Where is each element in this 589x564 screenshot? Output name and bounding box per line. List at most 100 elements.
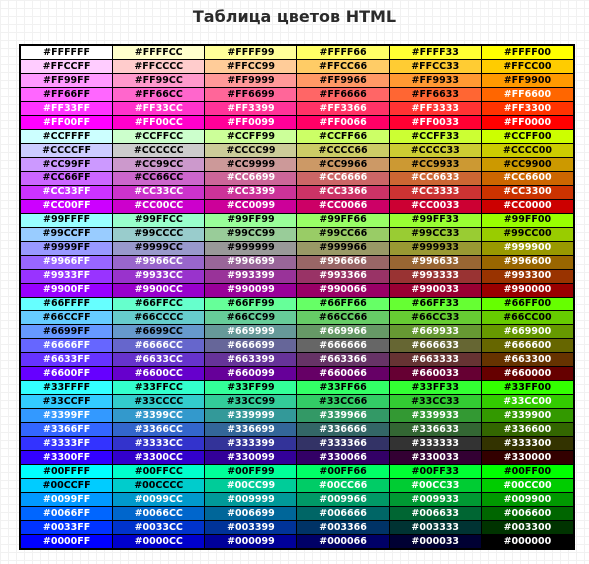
color-swatch: #FF00FF bbox=[21, 115, 113, 129]
color-swatch: #9900CC bbox=[113, 283, 205, 297]
color-swatch: #00FFCC bbox=[113, 465, 205, 479]
color-swatch: #33FF66 bbox=[297, 381, 389, 395]
color-swatch: #336600 bbox=[481, 423, 573, 437]
color-swatch: #009999 bbox=[205, 493, 297, 507]
color-swatch: #660033 bbox=[389, 367, 481, 381]
color-swatch: #33FF99 bbox=[205, 381, 297, 395]
color-swatch: #6699CC bbox=[113, 325, 205, 339]
color-swatch: #FF0000 bbox=[481, 115, 573, 129]
color-swatch: #FFCCFF bbox=[21, 59, 113, 73]
color-swatch: #FFFFFF bbox=[21, 46, 113, 59]
color-swatch: #FF9900 bbox=[481, 73, 573, 87]
color-swatch: #003333 bbox=[389, 521, 481, 535]
color-swatch: #33CC33 bbox=[389, 395, 481, 409]
color-swatch: #FF9933 bbox=[389, 73, 481, 87]
color-swatch: #0033FF bbox=[21, 521, 113, 535]
color-swatch: #3399CC bbox=[113, 409, 205, 423]
color-swatch: #FF0066 bbox=[297, 115, 389, 129]
color-swatch: #000099 bbox=[205, 535, 297, 548]
color-swatch: #CCCCCC bbox=[113, 143, 205, 157]
color-swatch: #0066CC bbox=[113, 507, 205, 521]
color-swatch: #336666 bbox=[297, 423, 389, 437]
color-swatch: #99FF66 bbox=[297, 213, 389, 227]
color-swatch: #CC6699 bbox=[205, 171, 297, 185]
color-swatch: #666633 bbox=[389, 339, 481, 353]
color-swatch: #660000 bbox=[481, 367, 573, 381]
color-swatch: #CC0099 bbox=[205, 199, 297, 213]
color-swatch: #CCCC99 bbox=[205, 143, 297, 157]
color-swatch: #33CC66 bbox=[297, 395, 389, 409]
color-swatch: #663366 bbox=[297, 353, 389, 367]
color-swatch: #9966CC bbox=[113, 255, 205, 269]
color-swatch: #66CC00 bbox=[481, 311, 573, 325]
color-swatch: #99FFCC bbox=[113, 213, 205, 227]
color-swatch: #6699FF bbox=[21, 325, 113, 339]
color-swatch: #66CC66 bbox=[297, 311, 389, 325]
color-swatch: #99FFFF bbox=[21, 213, 113, 227]
color-swatch: #00FF33 bbox=[389, 465, 481, 479]
color-swatch: #660099 bbox=[205, 367, 297, 381]
color-swatch: #003399 bbox=[205, 521, 297, 535]
color-swatch: #00FF00 bbox=[481, 465, 573, 479]
color-swatch: #009966 bbox=[297, 493, 389, 507]
color-swatch: #333333 bbox=[389, 437, 481, 451]
color-swatch: #33FFCC bbox=[113, 381, 205, 395]
color-swatch: #3366FF bbox=[21, 423, 113, 437]
color-swatch: #990099 bbox=[205, 283, 297, 297]
color-swatch: #CC9966 bbox=[297, 157, 389, 171]
color-swatch: #3300FF bbox=[21, 451, 113, 465]
color-swatch: #000000 bbox=[481, 535, 573, 548]
color-swatch: #006600 bbox=[481, 507, 573, 521]
color-swatch: #FFCCCC bbox=[113, 59, 205, 73]
color-swatch: #CC0066 bbox=[297, 199, 389, 213]
color-swatch: #66CC33 bbox=[389, 311, 481, 325]
color-swatch: #66FFCC bbox=[113, 297, 205, 311]
color-swatch: #669966 bbox=[297, 325, 389, 339]
color-swatch: #663399 bbox=[205, 353, 297, 367]
color-swatch: #333399 bbox=[205, 437, 297, 451]
color-swatch: #99CC00 bbox=[481, 227, 573, 241]
color-swatch: #663300 bbox=[481, 353, 573, 367]
color-swatch: #0000FF bbox=[21, 535, 113, 548]
color-swatch: #CC0000 bbox=[481, 199, 573, 213]
color-swatch: #FFFF99 bbox=[205, 46, 297, 59]
color-swatch: #99CCFF bbox=[21, 227, 113, 241]
color-swatch: #00CC00 bbox=[481, 479, 573, 493]
color-swatch: #66CCCC bbox=[113, 311, 205, 325]
color-swatch: #33CC00 bbox=[481, 395, 573, 409]
color-swatch: #33FFFF bbox=[21, 381, 113, 395]
color-swatch: #999999 bbox=[205, 241, 297, 255]
color-swatch: #FF6666 bbox=[297, 87, 389, 101]
color-swatch: #FFCC66 bbox=[297, 59, 389, 73]
color-swatch: #006666 bbox=[297, 507, 389, 521]
color-swatch: #CCFF99 bbox=[205, 129, 297, 143]
color-swatch: #3300CC bbox=[113, 451, 205, 465]
color-swatch: #CC3399 bbox=[205, 185, 297, 199]
color-swatch: #99FF00 bbox=[481, 213, 573, 227]
color-swatch: #33CCCC bbox=[113, 395, 205, 409]
color-swatch: #CC6633 bbox=[389, 171, 481, 185]
color-swatch: #FFCC00 bbox=[481, 59, 573, 73]
color-swatch: #9999CC bbox=[113, 241, 205, 255]
color-swatch: #666600 bbox=[481, 339, 573, 353]
color-swatch: #6666FF bbox=[21, 339, 113, 353]
color-swatch: #CC3300 bbox=[481, 185, 573, 199]
color-swatch: #CC66FF bbox=[21, 171, 113, 185]
color-swatch: #FF00CC bbox=[113, 115, 205, 129]
color-swatch: #339966 bbox=[297, 409, 389, 423]
color-swatch: #6666CC bbox=[113, 339, 205, 353]
color-swatch: #663333 bbox=[389, 353, 481, 367]
color-swatch: #3333CC bbox=[113, 437, 205, 451]
color-swatch: #669999 bbox=[205, 325, 297, 339]
color-swatch: #3399FF bbox=[21, 409, 113, 423]
color-swatch: #66FF66 bbox=[297, 297, 389, 311]
color-swatch: #CC3333 bbox=[389, 185, 481, 199]
color-swatch: #FF66CC bbox=[113, 87, 205, 101]
color-swatch: #FF6633 bbox=[389, 87, 481, 101]
color-swatch: #000066 bbox=[297, 535, 389, 548]
color-swatch: #FFCC99 bbox=[205, 59, 297, 73]
color-swatch: #CCFF33 bbox=[389, 129, 481, 143]
color-swatch: #FF3399 bbox=[205, 101, 297, 115]
color-swatch: #990066 bbox=[297, 283, 389, 297]
